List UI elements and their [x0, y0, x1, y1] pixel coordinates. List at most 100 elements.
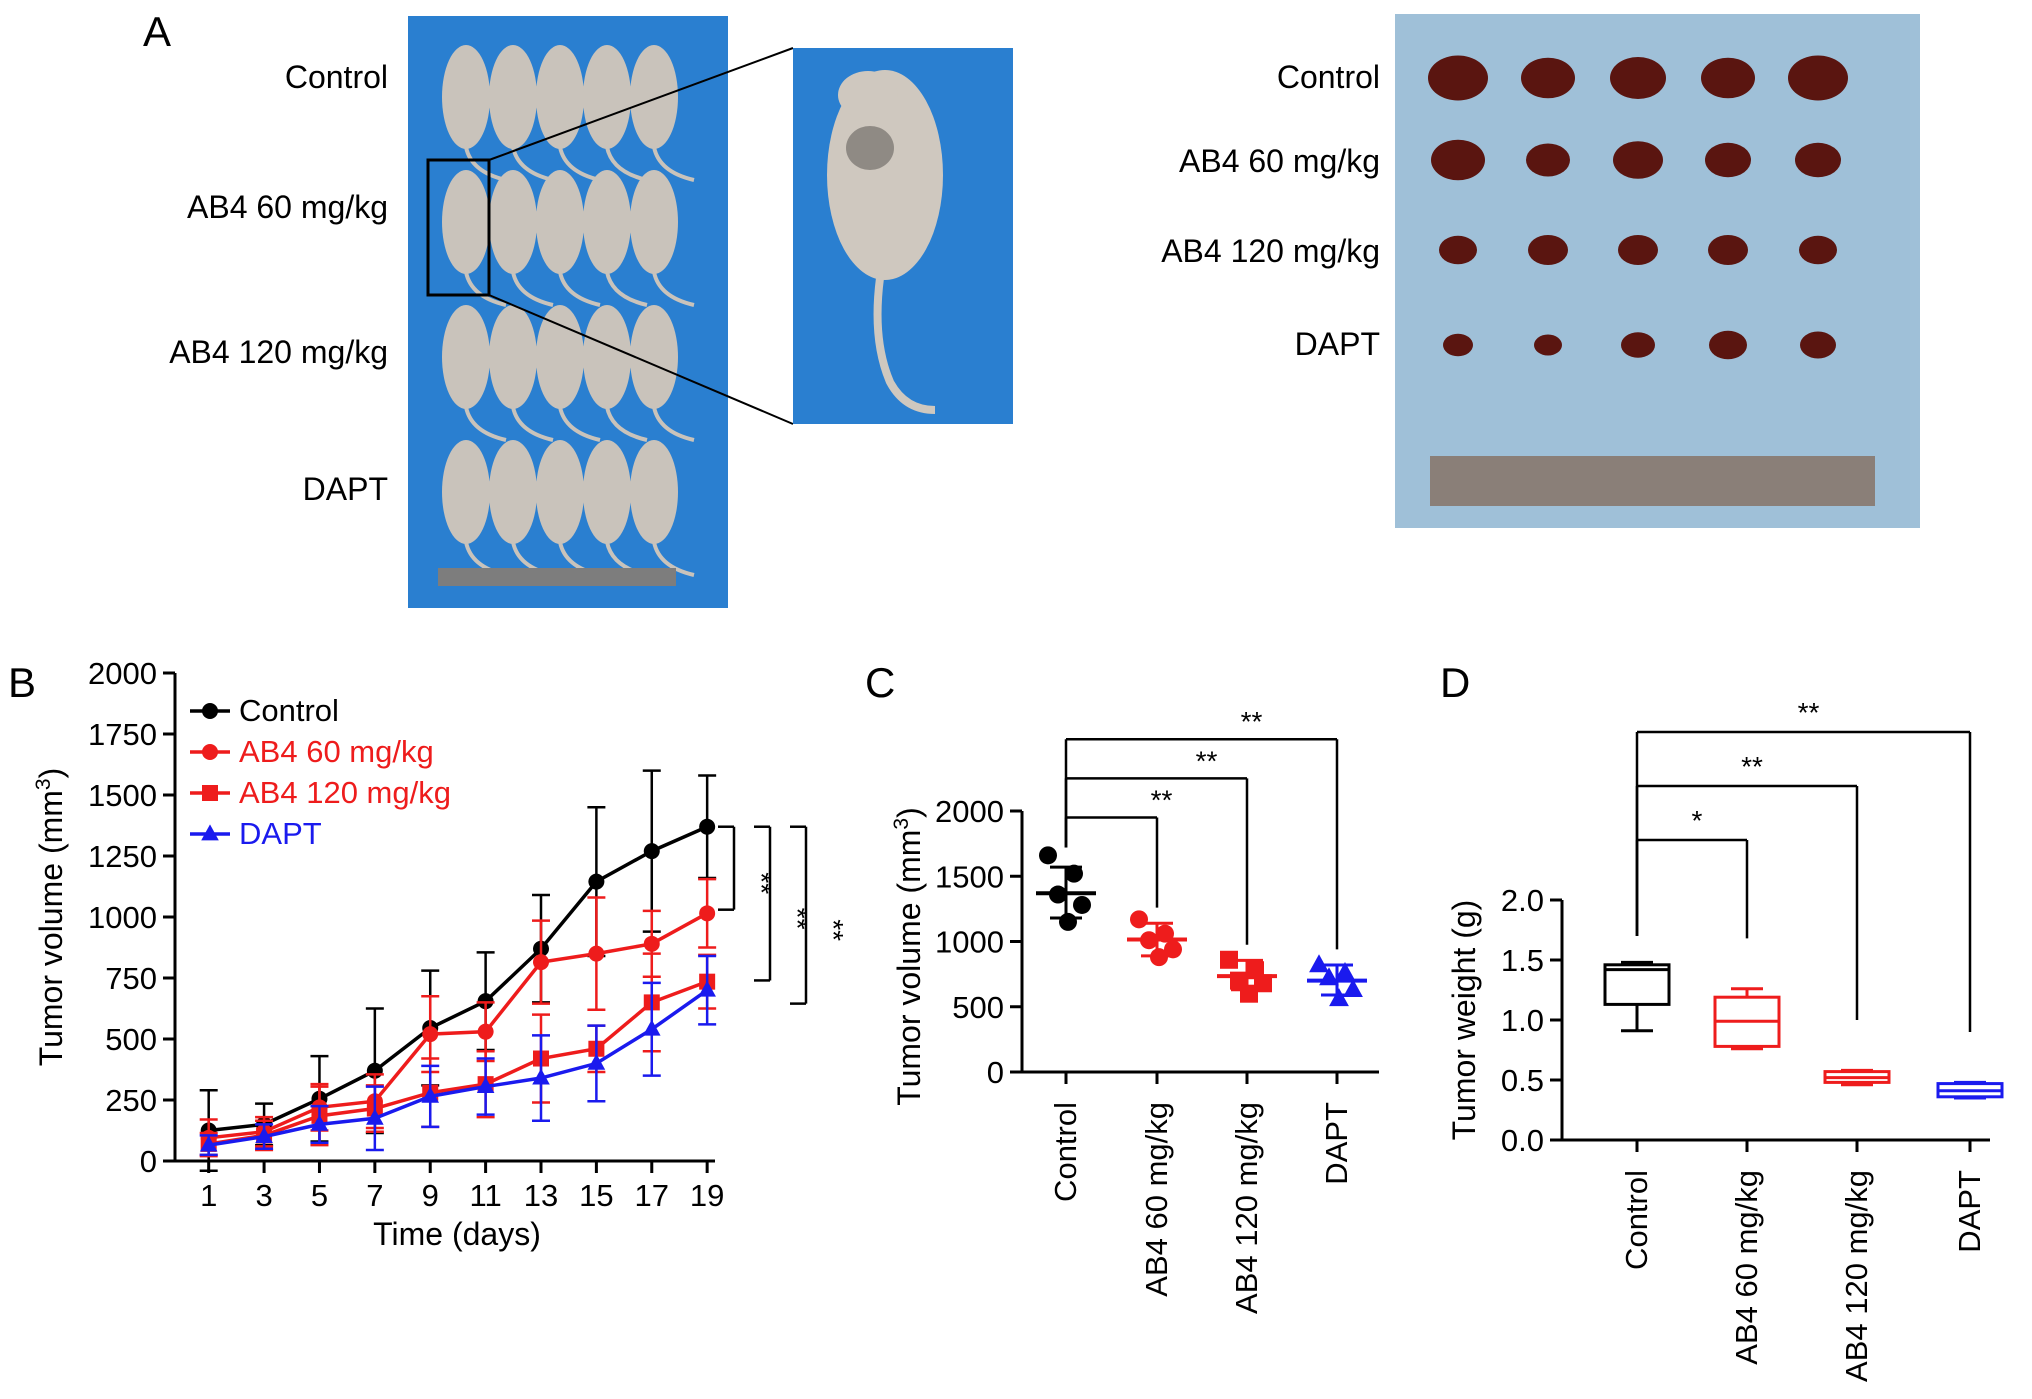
group-1: [1127, 910, 1187, 967]
data-point: [1065, 864, 1083, 883]
y-tick-label: 1000: [88, 900, 157, 935]
legend-marker: [202, 785, 218, 801]
x-tick-label: AB4 60 mg/kg: [1139, 1102, 1174, 1297]
mouse-body: [536, 170, 584, 274]
data-point: [1240, 984, 1258, 1003]
x-tick-label: AB4 120 mg/kg: [1839, 1170, 1874, 1382]
data-point: [1220, 950, 1238, 969]
group-2: [1217, 950, 1277, 1003]
legend-label: AB4 120 mg/kg: [239, 775, 451, 810]
tumor: [1788, 55, 1848, 101]
data-point: [699, 905, 716, 922]
mouse-tail: [511, 271, 554, 307]
mouse-body: [583, 440, 631, 544]
data-point: [587, 1053, 606, 1070]
x-tick-label: 11: [470, 1178, 502, 1213]
enlarged-mouse-photo: [793, 48, 1013, 424]
group-0: [1036, 846, 1096, 931]
data-point: [642, 1019, 661, 1036]
series-1: [199, 877, 717, 1158]
tumor: [1701, 57, 1755, 99]
box: [1603, 963, 1671, 1006]
box-1: [1713, 987, 1781, 1051]
mouse-body: [489, 170, 537, 274]
tumor-label-ab4-120: AB4 120 mg/kg: [1161, 233, 1380, 269]
mouse-body: [536, 440, 584, 544]
mouse-tail: [511, 406, 554, 442]
y-axis-title: Tumor weight (g): [1446, 900, 1482, 1141]
mouse-body: [489, 305, 537, 409]
y-tick-label: 250: [105, 1083, 157, 1118]
mouse-tail: [558, 271, 601, 307]
significance-label: **: [818, 919, 849, 941]
enlarged-mouse-head: [838, 71, 898, 119]
x-tick-label: 17: [635, 1178, 669, 1213]
x-tick-label: AB4 60 mg/kg: [1729, 1170, 1764, 1365]
panel-a: A Control AB4 60 mg/kg AB4 120 mg/kg DAP…: [143, 8, 1920, 608]
enlarged-mouse-tumor: [846, 126, 894, 170]
zoom-line-bottom: [488, 294, 794, 425]
y-axis-title: Tumor volume (mm3): [890, 807, 927, 1106]
x-tick-label: Control: [1619, 1170, 1654, 1270]
y-tick-label: 0.0: [1501, 1123, 1544, 1158]
tumor: [1613, 141, 1663, 179]
data-point: [476, 1076, 495, 1093]
x-tick-label: 7: [366, 1178, 383, 1213]
legend-marker: [201, 824, 219, 841]
mice-label-dapt: DAPT: [303, 471, 388, 507]
data-point: [1164, 940, 1182, 959]
panel-d-label: D: [1440, 659, 1470, 706]
y-tick-label: 750: [105, 961, 157, 996]
tumor: [1799, 235, 1837, 265]
mouse-body: [536, 305, 584, 409]
mouse-tail: [652, 541, 695, 577]
y-tick-label: 1750: [88, 717, 157, 752]
box-3: [1936, 1080, 2004, 1100]
data-point: [588, 873, 605, 890]
chart-c-scatter: 0 500 1000 1500 2000 Control AB4 60 mg/kg AB4 1…: [890, 706, 1379, 1314]
y-tick-label: 0.5: [1501, 1063, 1544, 1098]
y-tick-label: 1.0: [1501, 1003, 1544, 1038]
data-point: [1329, 988, 1349, 1007]
mouse-tail: [464, 271, 507, 307]
legend-marker: [202, 703, 218, 719]
data-point: [477, 1023, 494, 1040]
significance-label: **: [746, 872, 777, 894]
mouse-body: [442, 45, 490, 149]
tumor: [1705, 142, 1751, 178]
mouse-body: [630, 440, 678, 544]
x-tick-label: 1: [200, 1178, 217, 1213]
legend-label: Control: [239, 693, 339, 728]
y-tick-label: 0: [140, 1144, 157, 1179]
x-tick-label: 3: [255, 1178, 272, 1213]
mouse-tail: [558, 406, 601, 442]
data-point: [643, 935, 660, 952]
legend-marker: [202, 744, 218, 760]
tumor-rows: [1428, 55, 1848, 360]
tumors-photo: [1395, 14, 1920, 528]
tumor: [1521, 57, 1575, 99]
panel-c-label: C: [865, 659, 895, 706]
significance-label: **: [1741, 751, 1763, 782]
tumor: [1610, 57, 1666, 99]
mouse-body: [630, 170, 678, 274]
mice-highlight-box: [426, 158, 491, 297]
significance-label: **: [1798, 697, 1820, 728]
legend-label: DAPT: [239, 816, 322, 851]
box-0: [1603, 960, 1671, 1033]
data-point: [422, 1026, 439, 1043]
enlarged-mouse-tail: [873, 277, 936, 414]
y-axis-title: Tumor volume (mm3): [32, 768, 69, 1067]
data-point: [643, 843, 660, 860]
mice-label-ab4-60: AB4 60 mg/kg: [187, 189, 388, 225]
data-point: [1059, 912, 1077, 931]
x-tick-label: 19: [690, 1178, 724, 1213]
tumor: [1621, 332, 1655, 358]
significance-label: *: [1692, 805, 1703, 836]
mice-label-control: Control: [285, 59, 388, 95]
tumor: [1795, 142, 1841, 178]
mouse-body: [442, 305, 490, 409]
y-tick-label: 500: [105, 1022, 157, 1057]
